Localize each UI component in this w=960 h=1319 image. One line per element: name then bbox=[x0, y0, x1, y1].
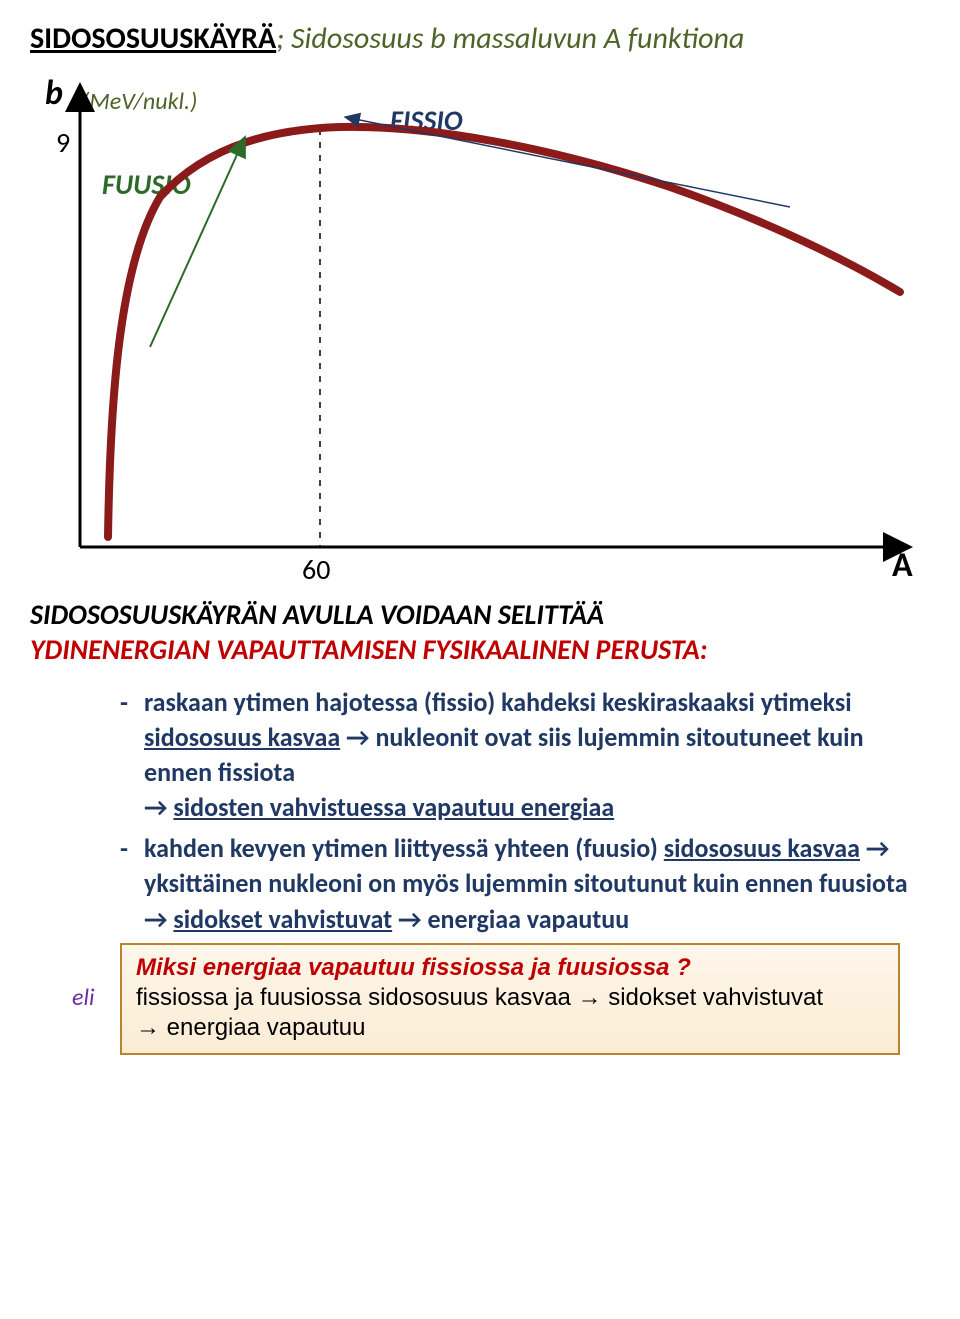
bullet-2-body: kahden kevyen ytimen liittyessä yhteen (… bbox=[144, 831, 910, 936]
bullet-1-body: raskaan ytimen hajotessa (fissio) kahdek… bbox=[144, 685, 910, 825]
b2-tail: → energiaa vapautuu bbox=[392, 903, 629, 935]
b2-ul1: sidososuus kasvaa bbox=[664, 832, 860, 864]
binding-curve bbox=[108, 127, 900, 537]
b2-ul2: sidokset vahvistuvat bbox=[173, 903, 392, 935]
eli-label: eli bbox=[72, 983, 94, 1012]
title-italic: ; Sidososuus b massaluvun A funktiona bbox=[276, 20, 744, 57]
chart-svg bbox=[30, 67, 930, 587]
page-title: SIDOSOSUUSKÄYRÄ; Sidososuus b massaluvun… bbox=[30, 20, 930, 57]
b2-arrow2: → bbox=[144, 903, 173, 935]
b1-arrow2: → bbox=[144, 791, 173, 823]
binding-energy-chart: b (MeV/nukl.) 9 FUUSIO FISSIO 60 A bbox=[30, 67, 930, 587]
title-underlined: SIDOSOSUUSKÄYRÄ bbox=[30, 20, 276, 57]
subheading-line1: SIDOSOSUUSKÄYRÄN AVULLA VOIDAAN SELITTÄÄ bbox=[30, 597, 930, 632]
bullet-2: - kahden kevyen ytimen liittyessä yhteen… bbox=[120, 831, 910, 936]
b1-ul2: sidosten vahvistuessa vapautuu energiaa bbox=[173, 791, 614, 823]
bullet-dash-icon: - bbox=[120, 831, 144, 936]
b1-pre: raskaan ytimen hajotessa (fissio) kahdek… bbox=[144, 686, 852, 718]
bullet-list: - raskaan ytimen hajotessa (fissio) kahd… bbox=[30, 685, 930, 937]
callout-body: fissiossa ja fuusiossa sidososuus kasvaa… bbox=[136, 983, 884, 1043]
subheading-line2: YDINENERGIAN VAPAUTTAMISEN FYSIKAALINEN … bbox=[30, 632, 930, 667]
bullet-dash-icon: - bbox=[120, 685, 144, 825]
fissio-arrow bbox=[345, 117, 790, 207]
b1-ul1: sidososuus kasvaa bbox=[144, 721, 340, 753]
callout-title: Miksi energiaa vapautuu fissiossa ja fuu… bbox=[136, 953, 884, 983]
b2-line2: → sidokset vahvistuvat → energiaa vapaut… bbox=[144, 902, 910, 937]
b2-pre: kahden kevyen ytimen liittyessä yhteen (… bbox=[144, 832, 664, 864]
callout-wrap: eli Miksi energiaa vapautuu fissiossa ja… bbox=[30, 943, 930, 1055]
b1-line2: → sidosten vahvistuessa vapautuu energia… bbox=[144, 790, 910, 825]
subheading: SIDOSOSUUSKÄYRÄN AVULLA VOIDAAN SELITTÄÄ… bbox=[30, 597, 930, 667]
callout-body-line2: → energiaa vapautuu bbox=[136, 1014, 366, 1041]
bullet-1: - raskaan ytimen hajotessa (fissio) kahd… bbox=[120, 685, 910, 825]
callout-box: Miksi energiaa vapautuu fissiossa ja fuu… bbox=[120, 943, 900, 1055]
callout-body-line1: fissiossa ja fuusiossa sidososuus kasvaa… bbox=[136, 984, 823, 1011]
